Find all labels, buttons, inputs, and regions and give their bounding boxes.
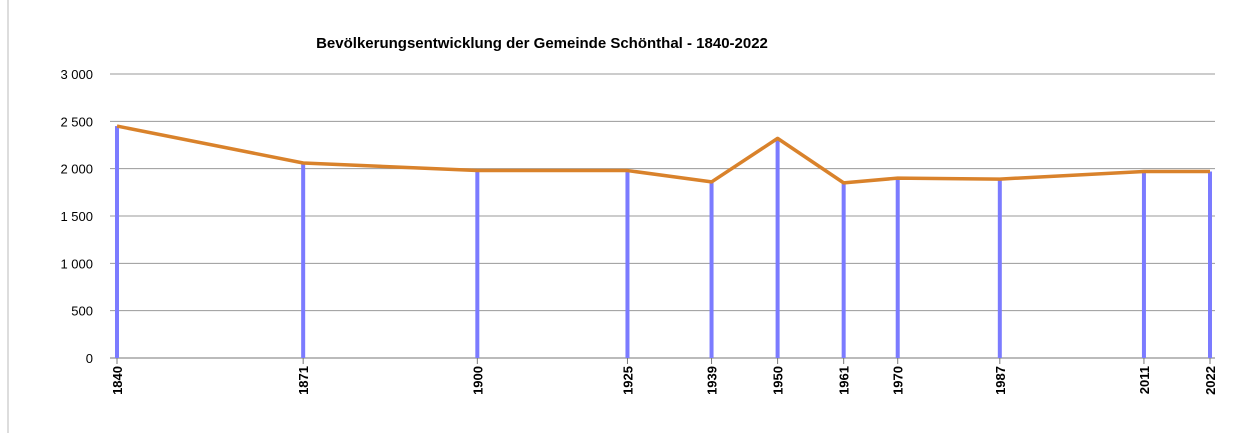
- y-tick-label: 1 000: [60, 256, 93, 271]
- bar: [475, 170, 480, 358]
- x-tick-label: 1950: [771, 366, 786, 395]
- line: [116, 124, 1210, 185]
- bar: [625, 170, 630, 358]
- bar: [115, 126, 119, 358]
- x-tick-label: 1925: [620, 366, 635, 395]
- x-tick-label: 1970: [891, 366, 906, 395]
- x-tick-label: 2011: [1137, 366, 1152, 394]
- bar: [997, 179, 1002, 358]
- bar: [895, 178, 900, 358]
- bar: [1208, 171, 1212, 358]
- x-tick-label: 2022: [1203, 366, 1218, 395]
- chart-title: Bevölkerungsentwicklung der Gemeinde Sch…: [316, 35, 768, 52]
- bar: [709, 181, 714, 358]
- x-tick-label: 1871: [296, 366, 311, 395]
- y-tick-label: 2 500: [60, 114, 93, 129]
- x-tick-label: 1987: [993, 366, 1008, 395]
- y-tick-label: 3 000: [60, 67, 93, 82]
- x-tick-label: 1900: [470, 366, 485, 395]
- bar: [301, 162, 306, 358]
- y-tick-label: 1 500: [60, 209, 93, 224]
- bar: [841, 182, 846, 358]
- x-tick-label: 1939: [705, 366, 720, 395]
- y-tick-label: 500: [71, 304, 93, 319]
- bar: [775, 138, 780, 358]
- x-tick-label: 1961: [837, 366, 852, 395]
- y-tick-label: 2 000: [60, 162, 93, 177]
- x-tick-label: 1840: [110, 366, 125, 395]
- y-tick-label: 0: [86, 351, 93, 366]
- bar: [1141, 171, 1146, 358]
